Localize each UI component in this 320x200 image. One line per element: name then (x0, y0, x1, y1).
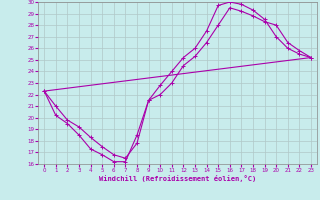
X-axis label: Windchill (Refroidissement éolien,°C): Windchill (Refroidissement éolien,°C) (99, 175, 256, 182)
